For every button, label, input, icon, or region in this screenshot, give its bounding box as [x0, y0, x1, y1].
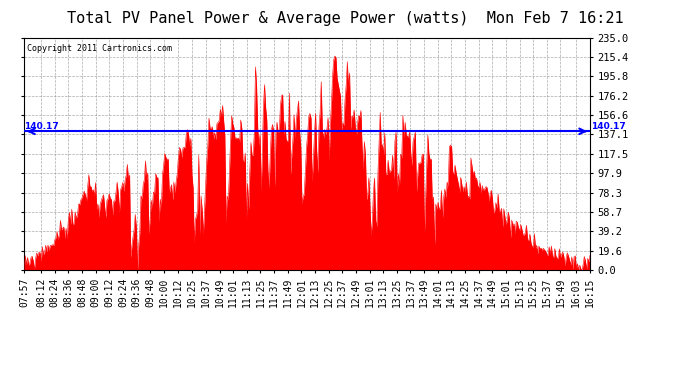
Text: 140.17: 140.17 — [591, 122, 626, 131]
Text: Copyright 2011 Cartronics.com: Copyright 2011 Cartronics.com — [27, 45, 172, 54]
Text: Total PV Panel Power & Average Power (watts)  Mon Feb 7 16:21: Total PV Panel Power & Average Power (wa… — [67, 11, 623, 26]
Text: 140.17: 140.17 — [24, 122, 59, 131]
